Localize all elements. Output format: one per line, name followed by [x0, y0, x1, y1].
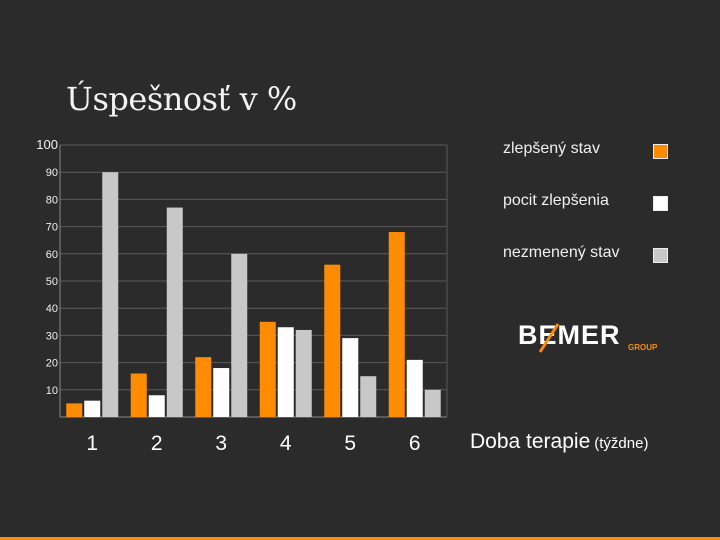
x-axis-label: Doba terapie	[470, 430, 591, 453]
bar-4-2	[277, 327, 294, 417]
bar-5-3	[360, 376, 377, 417]
bar-2-3	[166, 207, 183, 417]
y-tick-label: 80	[46, 194, 58, 206]
bar-2-1	[130, 373, 147, 417]
y-tick-label: 70	[46, 222, 58, 234]
bar-4-1	[259, 321, 276, 417]
legend-swatch-white	[653, 196, 668, 211]
y-tick-label: 20	[46, 358, 58, 370]
bar-5-2	[342, 338, 359, 417]
gridlines	[59, 144, 448, 418]
x-tick-label: 4	[280, 432, 292, 455]
bar-4-3	[295, 329, 312, 417]
x-tick-label: 5	[344, 432, 356, 455]
bar-3-1	[195, 357, 212, 417]
bar-3-2	[213, 368, 230, 417]
bar-1-1	[66, 403, 83, 417]
y-tick-label: 30	[46, 330, 58, 342]
y-tick-label: 50	[46, 276, 58, 288]
x-tick-label: 6	[409, 432, 421, 455]
bar-2-2	[148, 395, 165, 417]
bar-6-1	[388, 232, 405, 417]
bar-6-3	[424, 389, 441, 417]
logo-swoosh	[538, 323, 560, 353]
logo-group-text: GROUP	[628, 343, 658, 352]
bar-1-2	[84, 400, 101, 417]
x-axis-unit: (týždne)	[594, 435, 649, 452]
bottom-accent-line	[0, 537, 720, 540]
x-axis-title: Doba terapie (týždne)	[470, 430, 648, 454]
x-tick-label: 1	[86, 432, 98, 455]
y-tick-label: 60	[46, 249, 58, 261]
legend-label: zlepšený stav	[503, 140, 600, 157]
y-tick-label: 10	[46, 385, 58, 397]
legend-label: pocit zlepšenia	[503, 192, 609, 209]
bar-5-1	[324, 264, 341, 417]
bars	[66, 172, 441, 417]
legend-swatch-gray	[653, 248, 668, 263]
bemer-logo: BEMER GROUP	[518, 320, 658, 353]
legend-label: nezmenený stav	[503, 244, 620, 261]
y-tick-label: 40	[46, 303, 58, 315]
legend-item-zlepseny: zlepšený stav	[503, 140, 683, 164]
x-tick-label: 3	[215, 432, 227, 455]
x-tick-label: 2	[151, 432, 163, 455]
chart-title: Úspešnosť v %	[66, 80, 297, 118]
legend-swatch-orange	[653, 144, 668, 159]
bar-6-2	[406, 359, 423, 417]
y-tick-label: 90	[46, 167, 58, 179]
legend-item-pocit: pocit zlepšenia	[503, 192, 683, 216]
bar-1-3	[102, 172, 119, 417]
legend-item-nezmeneny: nezmenený stav	[503, 244, 683, 268]
y-tick-label: 100	[36, 137, 58, 152]
logo-wordmark: BEMER	[518, 320, 621, 350]
bar-3-3	[231, 253, 248, 417]
y-axis-tick-labels: 10 20 30 40 50 60 70 80 90 100	[36, 137, 58, 397]
x-axis-tick-labels: 1 2 3 4 5 6	[86, 432, 420, 455]
